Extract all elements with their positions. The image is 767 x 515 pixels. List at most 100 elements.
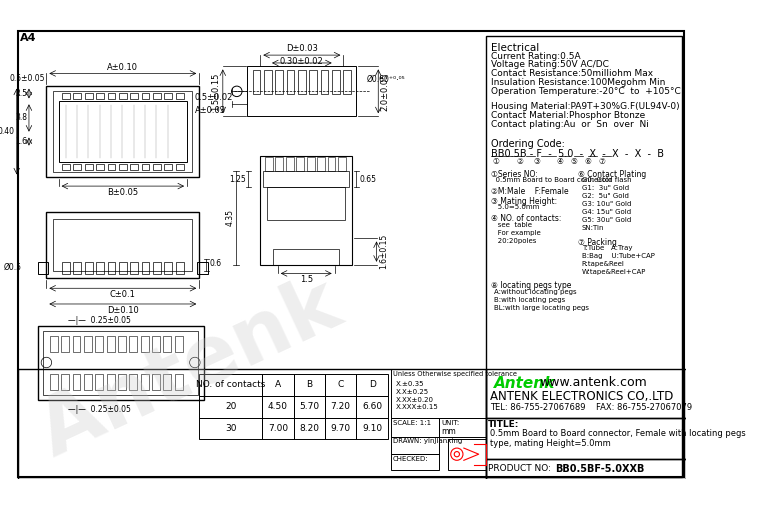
Bar bbox=[153, 164, 161, 170]
Text: Ø0.60⁺⁰⋅⁰⁵: Ø0.60⁺⁰⋅⁰⁵ bbox=[367, 75, 406, 84]
Bar bbox=[486, 369, 686, 418]
Text: X.±0.35: X.±0.35 bbox=[396, 381, 424, 387]
Bar bbox=[96, 262, 104, 274]
Bar bbox=[263, 171, 350, 187]
Bar bbox=[54, 91, 193, 172]
Bar bbox=[142, 262, 150, 274]
Text: 9.70: 9.70 bbox=[331, 424, 351, 433]
Text: ①Series NO:: ①Series NO: bbox=[491, 169, 538, 179]
Text: —|—  0.25±0.05: —|— 0.25±0.05 bbox=[68, 405, 131, 414]
Bar bbox=[163, 374, 171, 389]
Text: mm: mm bbox=[441, 427, 456, 436]
Text: DRAWN: yinJianxing: DRAWN: yinJianxing bbox=[393, 438, 463, 444]
Text: 1.6±0.15: 1.6±0.15 bbox=[379, 234, 388, 269]
Text: B:with locating pegs: B:with locating pegs bbox=[495, 297, 565, 303]
Bar bbox=[85, 164, 93, 170]
Bar bbox=[58, 101, 187, 162]
Bar bbox=[176, 164, 183, 170]
Bar bbox=[96, 93, 104, 99]
Text: X.XXX±0.15: X.XXX±0.15 bbox=[396, 404, 439, 410]
Text: 20:20poles: 20:20poles bbox=[491, 237, 536, 244]
Bar bbox=[50, 374, 58, 389]
Text: 7.00: 7.00 bbox=[268, 424, 288, 433]
Bar bbox=[38, 262, 48, 274]
Bar bbox=[38, 326, 203, 400]
Text: ③ Mating Height:: ③ Mating Height: bbox=[491, 197, 557, 205]
Bar bbox=[107, 164, 115, 170]
Text: 5.0=5.0mm: 5.0=5.0mm bbox=[491, 204, 539, 211]
Text: type, mating Height=5.0mm: type, mating Height=5.0mm bbox=[490, 439, 611, 449]
Text: SN:Tin: SN:Tin bbox=[581, 225, 604, 231]
Bar bbox=[85, 262, 93, 274]
Bar bbox=[61, 374, 69, 389]
Text: Contact Resistance:50milliohm Max: Contact Resistance:50milliohm Max bbox=[491, 69, 653, 78]
Text: TITLE:: TITLE: bbox=[489, 420, 520, 429]
Text: PRODUCT NO:: PRODUCT NO: bbox=[489, 464, 551, 473]
Bar bbox=[107, 93, 115, 99]
Bar bbox=[54, 219, 193, 271]
Bar bbox=[18, 369, 486, 478]
Bar bbox=[84, 374, 92, 389]
Text: C: C bbox=[337, 380, 344, 389]
Text: D±0.10: D±0.10 bbox=[107, 306, 139, 315]
Text: BB0.5BF-5.0XXB: BB0.5BF-5.0XXB bbox=[555, 464, 645, 474]
Bar bbox=[95, 374, 104, 389]
Bar bbox=[325, 418, 357, 439]
Bar bbox=[328, 157, 335, 171]
Text: A:without locating pegs: A:without locating pegs bbox=[495, 289, 577, 295]
Text: D: D bbox=[369, 380, 376, 389]
Text: W:tape&Reel+CAP: W:tape&Reel+CAP bbox=[581, 269, 646, 275]
Text: BL:with large locating pegs: BL:with large locating pegs bbox=[495, 305, 589, 311]
Text: D±0.03: D±0.03 bbox=[286, 44, 318, 54]
Bar bbox=[321, 70, 328, 94]
Bar bbox=[130, 164, 138, 170]
Text: R:tape&Reel: R:tape&Reel bbox=[581, 261, 624, 267]
Text: 3.8: 3.8 bbox=[15, 113, 27, 123]
Bar bbox=[107, 336, 114, 352]
Text: 1.5±0.15: 1.5±0.15 bbox=[211, 72, 220, 111]
Bar bbox=[262, 374, 294, 396]
Text: Antenk: Antenk bbox=[28, 266, 354, 473]
Text: ③: ③ bbox=[534, 157, 541, 166]
Bar bbox=[130, 93, 138, 99]
Bar bbox=[164, 164, 172, 170]
Text: Ø0.5: Ø0.5 bbox=[4, 263, 22, 272]
Bar bbox=[344, 70, 351, 94]
Text: 0.6: 0.6 bbox=[209, 260, 222, 268]
Bar bbox=[391, 437, 439, 454]
Text: Contact plating:Au  or  Sn  over  Ni: Contact plating:Au or Sn over Ni bbox=[491, 119, 649, 129]
Bar bbox=[176, 93, 183, 99]
Text: ①: ① bbox=[492, 157, 499, 166]
Bar bbox=[118, 374, 126, 389]
Bar bbox=[85, 93, 93, 99]
Text: 0.40: 0.40 bbox=[0, 127, 15, 136]
Bar bbox=[357, 374, 388, 396]
Bar bbox=[119, 93, 127, 99]
Bar bbox=[486, 418, 686, 459]
Bar bbox=[486, 459, 686, 478]
Bar bbox=[247, 66, 357, 116]
Bar bbox=[391, 369, 486, 418]
Bar bbox=[287, 70, 295, 94]
Text: G5: 30u" Gold: G5: 30u" Gold bbox=[581, 217, 631, 222]
Bar bbox=[332, 70, 340, 94]
Bar bbox=[62, 262, 70, 274]
Bar bbox=[317, 157, 325, 171]
Text: 8.20: 8.20 bbox=[299, 424, 319, 433]
Text: A±0.10: A±0.10 bbox=[107, 63, 138, 72]
Text: 1.25: 1.25 bbox=[229, 175, 246, 184]
Bar bbox=[262, 418, 294, 439]
Text: —|—  0.25±0.05: —|— 0.25±0.05 bbox=[68, 316, 131, 325]
Bar bbox=[391, 454, 439, 470]
Bar bbox=[199, 396, 262, 418]
Text: CHECKED:: CHECKED: bbox=[393, 456, 429, 462]
Bar bbox=[274, 249, 339, 265]
Bar bbox=[118, 336, 126, 352]
Bar bbox=[285, 157, 294, 171]
Text: ⑤: ⑤ bbox=[571, 157, 578, 166]
Bar bbox=[294, 396, 325, 418]
Bar bbox=[296, 157, 304, 171]
Text: ⑧ locating pegs type: ⑧ locating pegs type bbox=[491, 281, 571, 290]
Text: ANTENK ELECTRONICS CO,.LTD: ANTENK ELECTRONICS CO,.LTD bbox=[490, 390, 673, 403]
Text: 0.5±0.02: 0.5±0.02 bbox=[195, 93, 233, 101]
